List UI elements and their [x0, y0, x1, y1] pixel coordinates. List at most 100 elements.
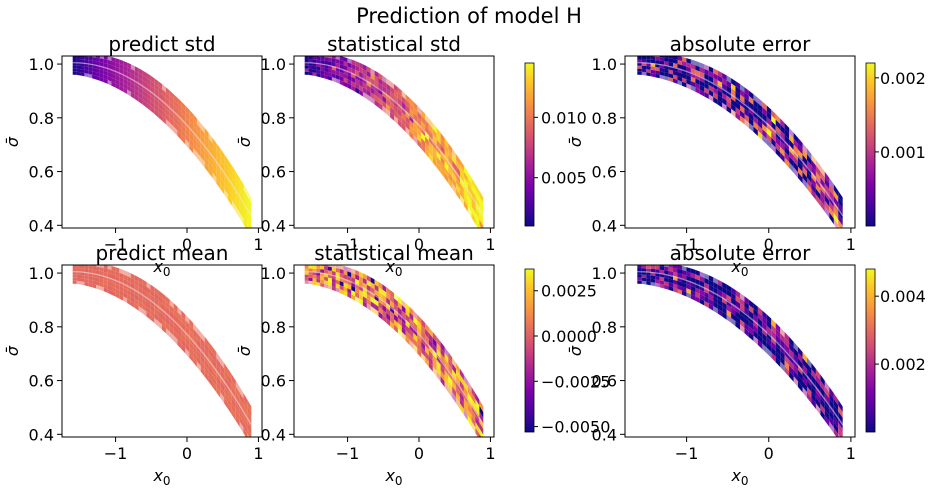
- heatmap-cell: [359, 71, 363, 79]
- heatmap-cell: [239, 386, 244, 399]
- heatmap-cell: [99, 61, 104, 67]
- heatmap-cell: [204, 150, 209, 162]
- heatmap-cell: [378, 291, 383, 300]
- heatmap-cell: [115, 83, 120, 90]
- heatmap-cell: [382, 85, 387, 94]
- colorbar-tick-label: 0.004: [880, 287, 926, 306]
- heatmap-cell: [717, 299, 723, 307]
- heatmap-cell: [99, 77, 104, 83]
- heatmap-cell: [833, 195, 839, 208]
- heatmap-cell: [115, 74, 120, 81]
- heatmap-cell: [428, 355, 433, 367]
- heatmap-cell: [351, 294, 356, 301]
- heatmap-cell: [324, 71, 328, 76]
- heatmap-cell: [378, 102, 383, 111]
- heatmap-cell: [115, 271, 120, 277]
- heatmap-cell: [134, 275, 139, 282]
- heatmap-cell: [467, 206, 472, 218]
- heatmap-cell: [162, 314, 166, 323]
- heatmap-cell: [304, 265, 309, 269]
- heatmap-cell: [216, 380, 221, 392]
- heatmap-cell: [664, 72, 669, 77]
- heatmap-cell: [811, 397, 816, 409]
- heatmap-cell: [771, 318, 776, 329]
- heatmap-cell: [397, 317, 402, 327]
- heatmap-cell: [228, 188, 232, 201]
- heatmap-cell: [216, 177, 221, 189]
- heatmap-cell: [154, 317, 159, 327]
- axes-frame: [624, 55, 856, 229]
- heatmap-cell: [766, 116, 772, 127]
- heatmap-cell: [401, 304, 406, 314]
- heatmap-cell: [84, 66, 89, 71]
- heatmap-cell: [390, 315, 394, 325]
- heatmap-cell: [452, 363, 457, 375]
- heatmap-cell: [452, 380, 457, 392]
- heatmap-cell: [316, 73, 321, 78]
- colorbar-tick-label: 0.0025: [541, 282, 597, 301]
- heatmap-cell: [748, 122, 754, 132]
- heatmap-cell: [247, 433, 250, 437]
- heatmap-cell: [304, 274, 309, 278]
- heatmap-cell: [111, 286, 116, 293]
- heatmap-cell: [247, 422, 252, 435]
- heatmap-cell: [216, 166, 221, 178]
- heatmap-cell: [717, 94, 723, 103]
- heatmap-cell: [655, 282, 660, 288]
- y-axis-label: σ̄: [235, 345, 254, 356]
- heatmap-cell: [690, 76, 696, 83]
- heatmap-cell: [452, 171, 457, 183]
- heatmap-cell: [99, 278, 104, 284]
- heatmap-cell: [448, 143, 453, 155]
- heatmap-cell: [793, 132, 798, 144]
- heatmap-cell: [134, 284, 139, 292]
- heatmap-cell: [456, 386, 460, 398]
- heatmap-cell: [224, 391, 228, 404]
- heatmap-cell: [177, 119, 182, 130]
- heatmap-cell: [444, 375, 449, 387]
- heatmap-cell: [428, 118, 433, 129]
- heatmap-cell: [347, 58, 352, 64]
- heatmap-cell: [355, 60, 360, 67]
- heatmap-cell: [158, 91, 162, 100]
- x-tick-label: 1: [253, 235, 263, 254]
- heatmap-cell: [673, 56, 678, 60]
- heatmap-cell: [355, 87, 360, 94]
- heatmap-cell: [96, 266, 100, 271]
- heatmap-cell: [440, 347, 445, 359]
- heatmap-cell: [84, 265, 89, 270]
- heatmap-cell: [771, 143, 776, 154]
- heatmap-cell: [731, 103, 736, 112]
- heatmap-cell: [713, 286, 718, 295]
- heatmap-cell: [717, 308, 723, 317]
- heatmap-cell: [119, 76, 124, 83]
- heatmap-cell: [103, 265, 108, 269]
- heatmap-cell: [189, 329, 194, 340]
- heatmap-cell: [775, 351, 781, 362]
- heatmap-cell: [328, 266, 332, 271]
- heatmap-cell: [820, 171, 825, 184]
- heatmap-cell: [659, 280, 665, 285]
- heatmap-cell: [127, 71, 131, 79]
- heatmap-cell: [405, 94, 410, 104]
- heatmap-cell: [150, 95, 155, 104]
- heatmap-cell: [695, 65, 700, 72]
- heatmap-cell: [107, 280, 112, 287]
- heatmap-cell: [76, 56, 81, 60]
- heatmap-cell: [811, 182, 816, 195]
- heatmap-cell: [798, 137, 803, 149]
- heatmap-cell: [382, 294, 387, 303]
- heatmap-cell: [142, 80, 147, 88]
- heatmap-cell: [664, 68, 669, 74]
- heatmap-cell: [695, 278, 700, 285]
- heatmap-cell: [72, 71, 77, 75]
- heatmap-cell: [154, 88, 159, 97]
- heatmap-cell: [88, 66, 93, 72]
- heatmap-cell: [181, 343, 186, 354]
- band-highlight: [637, 62, 844, 217]
- heatmap-cell: [355, 274, 360, 281]
- heatmap-cell: [664, 75, 669, 81]
- heatmap-cell: [824, 409, 830, 422]
- heatmap-cell: [115, 58, 120, 64]
